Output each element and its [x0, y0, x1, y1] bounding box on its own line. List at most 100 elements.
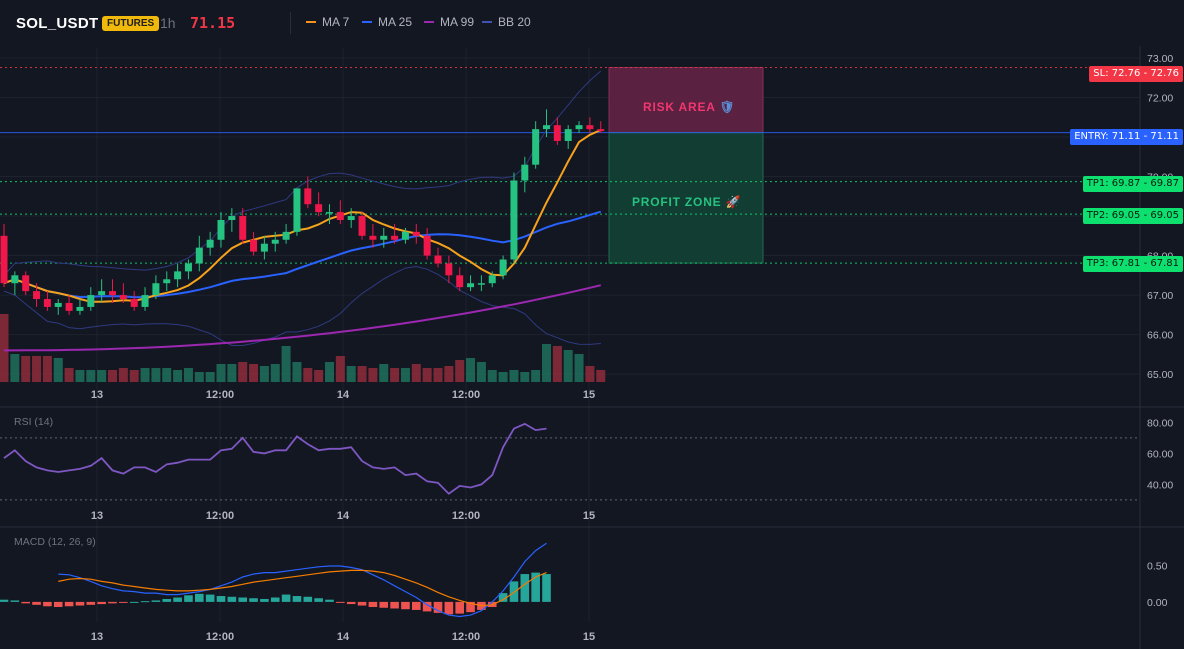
volume-bars	[0, 314, 606, 382]
candle	[0, 235, 8, 284]
candle	[11, 275, 19, 284]
volume-bar	[455, 360, 465, 382]
macd-hist-bar	[205, 594, 215, 602]
last-price: 71.15	[190, 14, 236, 32]
macd-hist-bar	[32, 601, 41, 605]
price-axis-label: 72.00	[1147, 93, 1173, 105]
legend-ma25[interactable]: MA 25	[362, 15, 412, 29]
volume-bar	[42, 356, 52, 382]
macd-hist-bar	[325, 599, 334, 602]
macd-hist-bar	[455, 601, 464, 614]
candle	[369, 235, 377, 240]
rsi-line	[3, 422, 547, 495]
candle	[271, 239, 279, 244]
volume-bar	[596, 370, 606, 382]
volume-bar	[140, 368, 150, 382]
candle	[445, 263, 453, 276]
timeframe-label[interactable]: 1h	[160, 15, 176, 31]
macd-hist-bar	[216, 596, 226, 602]
macd-hist-bar	[466, 601, 475, 613]
macd-line	[58, 542, 547, 618]
time-axis-label: 15	[583, 510, 595, 522]
macd-hist-bar	[444, 601, 454, 615]
legend-label: MA 7	[322, 15, 350, 29]
legend-swatch	[424, 21, 434, 23]
candle	[488, 275, 496, 284]
candle	[347, 216, 355, 220]
volume-bar	[129, 370, 139, 382]
legend-label: MA 25	[378, 15, 413, 29]
candle	[586, 125, 594, 130]
candle	[174, 271, 182, 280]
macd-hist-bar	[21, 601, 30, 604]
candle	[434, 255, 442, 264]
symbol-name[interactable]: SOL_USDT	[16, 15, 99, 32]
time-axis-label: 12:00	[452, 389, 480, 401]
candle	[22, 275, 30, 292]
legend-ma99[interactable]: MA 99	[424, 15, 474, 29]
tp1-tag[interactable]: TP1: 69.87 - 69.87	[1082, 176, 1183, 192]
entry-tag[interactable]: ENTRY: 71.11 - 71.11	[1070, 129, 1183, 145]
volume-bar	[75, 370, 85, 382]
volume-bar	[411, 364, 421, 382]
legend-ma7[interactable]: MA 7	[306, 15, 349, 29]
macd-axis-label: 0.50	[1147, 560, 1168, 572]
macd-hist-bar	[520, 574, 530, 602]
volume-bar	[10, 354, 20, 382]
macd-hist-bar	[346, 601, 356, 605]
volume-bar	[303, 368, 313, 382]
volume-bar	[183, 368, 193, 382]
macd-hist-bar	[260, 598, 269, 602]
time-axis-label: 14	[337, 631, 350, 643]
volume-bar	[487, 370, 497, 382]
candle	[109, 291, 116, 296]
legend-swatch	[306, 21, 316, 23]
volume-bar	[379, 364, 389, 382]
candle	[250, 239, 258, 252]
legend-bb20[interactable]: BB 20	[482, 15, 531, 29]
header-divider	[290, 12, 291, 34]
sl-tag[interactable]: SL: 72.76 - 72.76	[1089, 66, 1183, 82]
candle	[76, 306, 84, 311]
volume-bar	[270, 364, 280, 382]
shield-icon: 🛡	[719, 100, 736, 114]
time-axis-label: 13	[91, 389, 103, 401]
macd-hist-bar	[173, 597, 182, 602]
price-axis-label: 67.00	[1147, 290, 1173, 302]
macd-hist-bar	[498, 593, 508, 602]
profit-zone	[608, 132, 764, 264]
volume-bar	[194, 372, 204, 382]
volume-bar	[292, 362, 302, 382]
risk-area-zone	[608, 66, 764, 134]
candle	[499, 259, 507, 276]
macd-hist-bar	[270, 597, 280, 602]
macd-hist-bar	[97, 601, 106, 605]
volume-bar	[205, 372, 215, 382]
volume-bar	[259, 366, 269, 382]
macd-hist-bar	[401, 601, 410, 610]
candle	[282, 231, 290, 240]
volume-bar	[162, 368, 172, 382]
ma99-line	[4, 284, 602, 352]
candle	[141, 295, 149, 307]
tp2-tag[interactable]: TP2: 69.05 - 69.05	[1082, 208, 1183, 224]
tp3-tag[interactable]: TP3: 67.81 - 67.81	[1082, 256, 1183, 272]
volume-bar	[173, 370, 183, 382]
profit-zone-label: PROFIT ZONE 🚀	[632, 195, 742, 209]
macd-hist-bar	[151, 600, 161, 602]
candle	[152, 283, 160, 296]
candle	[401, 231, 409, 240]
price-axis-label: 73.00	[1147, 53, 1173, 65]
volume-bar	[227, 364, 237, 382]
volume-bar	[64, 368, 74, 382]
volume-bar	[368, 368, 378, 382]
candle	[33, 291, 41, 300]
legend-label: BB 20	[498, 15, 531, 29]
legend-swatch	[482, 21, 492, 23]
macd-hist-bar	[433, 601, 443, 613]
volume-bar	[422, 368, 432, 382]
macd-hist-bar	[184, 595, 193, 602]
legend-label: MA 99	[440, 15, 475, 29]
macd-hist-bar	[531, 572, 540, 602]
